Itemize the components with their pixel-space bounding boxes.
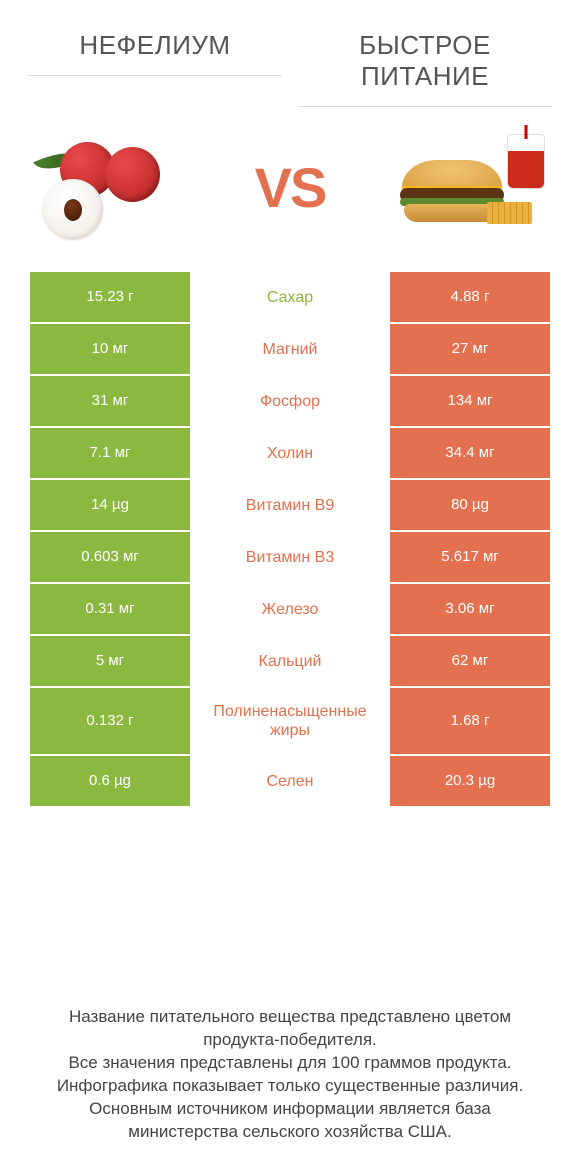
value-right: 80 µg xyxy=(390,480,550,530)
nutrient-label: Железо xyxy=(192,584,388,634)
footer-notes: Название питательного вещества представл… xyxy=(20,1006,560,1154)
table-row: 31 мгФосфор134 мг xyxy=(30,376,550,426)
footer-line: Основным источником информации является … xyxy=(38,1098,542,1144)
comparison-table: 15.23 гСахар4.88 г10 мгМагний27 мг31 мгФ… xyxy=(30,272,550,806)
value-left: 0.6 µg xyxy=(30,756,190,806)
value-left: 7.1 мг xyxy=(30,428,190,478)
value-right: 34.4 мг xyxy=(390,428,550,478)
value-right: 3.06 мг xyxy=(390,584,550,634)
value-left: 0.31 мг xyxy=(30,584,190,634)
value-right: 4.88 г xyxy=(390,272,550,322)
value-right: 134 мг xyxy=(390,376,550,426)
table-row: 0.603 мгВитамин B35.617 мг xyxy=(30,532,550,582)
value-right: 62 мг xyxy=(390,636,550,686)
nutrient-label: Холин xyxy=(192,428,388,478)
value-right: 20.3 µg xyxy=(390,756,550,806)
lychee-icon xyxy=(35,137,175,237)
table-row: 0.132 гПолиненасыщенные жиры1.68 г xyxy=(30,688,550,754)
value-left: 10 мг xyxy=(30,324,190,374)
nutrient-label: Селен xyxy=(192,756,388,806)
value-left: 0.603 мг xyxy=(30,532,190,582)
nutrient-label: Кальций xyxy=(192,636,388,686)
value-left: 14 µg xyxy=(30,480,190,530)
nutrient-label: Полиненасыщенные жиры xyxy=(192,688,388,754)
vs-row: VS xyxy=(20,132,560,242)
value-left: 0.132 г xyxy=(30,688,190,754)
nutrient-label: Сахар xyxy=(192,272,388,322)
table-row: 0.6 µgСелен20.3 µg xyxy=(30,756,550,806)
food-image-right xyxy=(400,132,550,242)
table-row: 0.31 мгЖелезо3.06 мг xyxy=(30,584,550,634)
nutrient-label: Витамин B3 xyxy=(192,532,388,582)
table-row: 5 мгКальций62 мг xyxy=(30,636,550,686)
fastfood-icon xyxy=(400,132,550,242)
nutrient-label: Магний xyxy=(192,324,388,374)
value-right: 1.68 г xyxy=(390,688,550,754)
title-left: НЕФЕЛИУМ xyxy=(28,30,282,76)
nutrient-label: Витамин B9 xyxy=(192,480,388,530)
value-right: 27 мг xyxy=(390,324,550,374)
table-row: 15.23 гСахар4.88 г xyxy=(30,272,550,322)
value-left: 15.23 г xyxy=(30,272,190,322)
footer-line: Название питательного вещества представл… xyxy=(38,1006,542,1052)
value-right: 5.617 мг xyxy=(390,532,550,582)
title-right: БЫСТРОЕ ПИТАНИЕ xyxy=(298,30,552,107)
table-row: 7.1 мгХолин34.4 мг xyxy=(30,428,550,478)
header: НЕФЕЛИУМ БЫСТРОЕ ПИТАНИЕ xyxy=(20,30,560,107)
table-row: 10 мгМагний27 мг xyxy=(30,324,550,374)
food-image-left xyxy=(30,132,180,242)
value-left: 5 мг xyxy=(30,636,190,686)
footer-line: Все значения представлены для 100 граммо… xyxy=(38,1052,542,1075)
footer-line: Инфографика показывает только существенн… xyxy=(38,1075,542,1098)
value-left: 31 мг xyxy=(30,376,190,426)
table-row: 14 µgВитамин B980 µg xyxy=(30,480,550,530)
vs-label: VS xyxy=(255,155,326,220)
nutrient-label: Фосфор xyxy=(192,376,388,426)
